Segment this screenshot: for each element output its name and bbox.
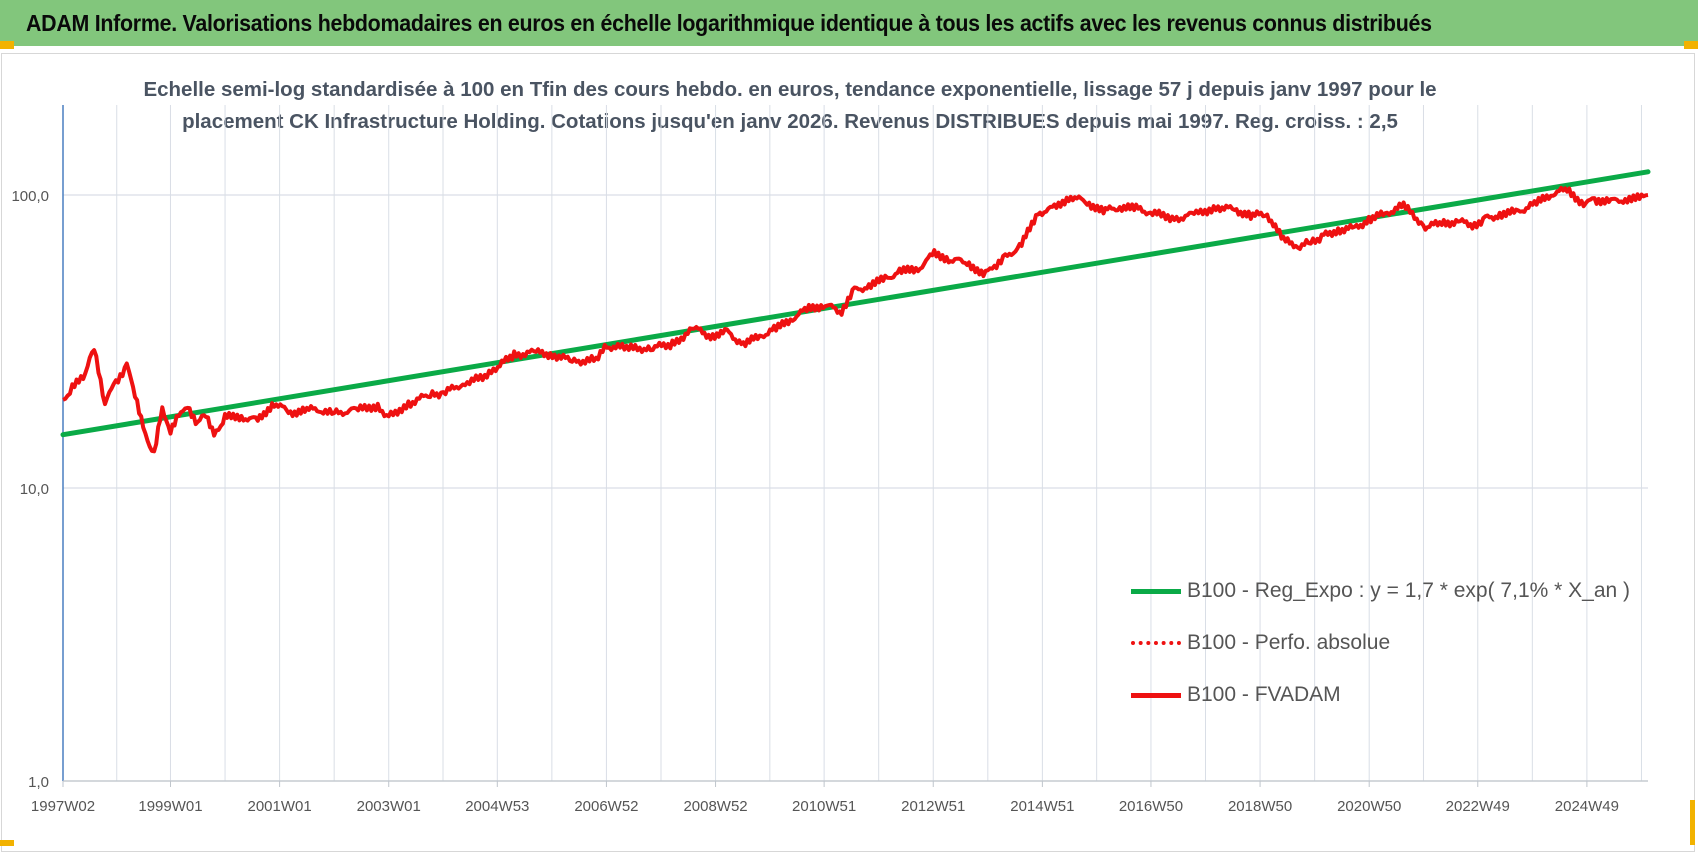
x-tick-label: 2014W51 bbox=[1010, 798, 1074, 815]
x-tick-label: 2001W01 bbox=[247, 798, 311, 815]
x-tick-label: 2018W50 bbox=[1228, 798, 1292, 815]
chart-frame bbox=[1, 53, 1695, 852]
x-tick-label: 2024W49 bbox=[1555, 798, 1619, 815]
legend-swatch-regression bbox=[1131, 588, 1181, 594]
x-tick-label: 2008W52 bbox=[683, 798, 747, 815]
x-tick-label: 2006W52 bbox=[574, 798, 638, 815]
legend-item-regression: B100 - Reg_Expo : y = 1,7 * exp( 7,1% * … bbox=[1131, 565, 1651, 617]
corner-marker-top-right bbox=[1684, 41, 1698, 49]
fvadam-line bbox=[62, 185, 1649, 454]
series-layer bbox=[60, 169, 1651, 454]
x-tick-label: 2016W50 bbox=[1119, 798, 1183, 815]
x-tick-label: 1997W02 bbox=[31, 798, 95, 815]
legend-label-fvadam: B100 - FVADAM bbox=[1187, 683, 1341, 706]
x-tick-label: 2003W01 bbox=[357, 798, 421, 815]
x-tick-label: 2012W51 bbox=[901, 798, 965, 815]
legend-swatch-perfo bbox=[1131, 641, 1181, 645]
legend-label-perfo: B100 - Perfo. absolue bbox=[1187, 631, 1391, 654]
legend-label-regression: B100 - Reg_Expo : y = 1,7 * exp( 7,1% * … bbox=[1187, 579, 1631, 602]
legend-item-fvadam: B100 - FVADAM bbox=[1131, 669, 1651, 721]
legend-item-perfo: B100 - Perfo. absolue bbox=[1131, 617, 1651, 669]
corner-marker-bottom-left bbox=[0, 840, 14, 846]
chart-title-line-1: Echelle semi-log standardisée à 100 en T… bbox=[143, 78, 1437, 101]
y-tick-label: 1,0 bbox=[28, 774, 49, 791]
y-tick-label: 100,0 bbox=[11, 188, 49, 205]
x-tick-label: 2022W49 bbox=[1446, 798, 1510, 815]
chart-title: Echelle semi-log standardisée à 100 en T… bbox=[120, 74, 1460, 138]
legend: B100 - Reg_Expo : y = 1,7 * exp( 7,1% * … bbox=[1131, 565, 1651, 721]
y-tick-label: 10,0 bbox=[20, 481, 49, 498]
x-tick-label: 2010W51 bbox=[792, 798, 856, 815]
x-tick-label: 1999W01 bbox=[138, 798, 202, 815]
legend-swatch-fvadam bbox=[1131, 692, 1181, 698]
x-tick-label: 2004W53 bbox=[465, 798, 529, 815]
corner-marker-top-left bbox=[0, 41, 14, 49]
corner-marker-bottom-right bbox=[1690, 800, 1695, 845]
header-banner: ADAM Informe. Valorisations hebdomadaire… bbox=[0, 0, 1698, 46]
axis-layer: 1,0 10,0 100,0 1997W02 1999W01 2001W01 2003W01… bbox=[11, 105, 1648, 815]
chart-title-line-2: placement CK Infrastructure Holding. Cot… bbox=[182, 110, 1398, 133]
x-tick-label: 2020W50 bbox=[1337, 798, 1401, 815]
page-title: ADAM Informe. Valorisations hebdomadaire… bbox=[26, 9, 1432, 36]
